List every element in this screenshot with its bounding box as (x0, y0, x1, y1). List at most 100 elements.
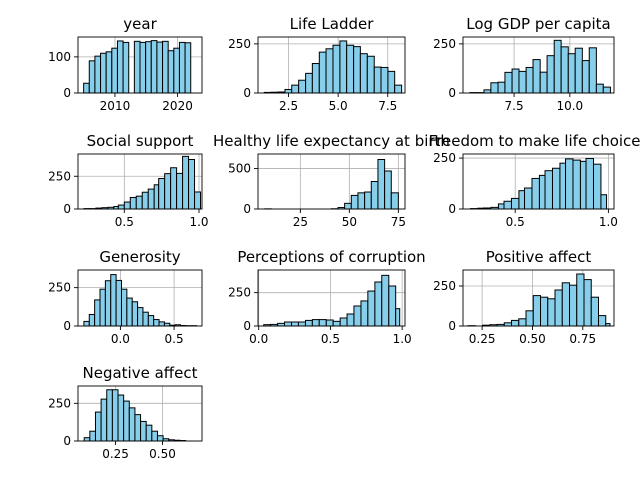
histogram-bar (178, 41, 186, 94)
histogram-bar (503, 200, 512, 210)
histogram-bar (153, 319, 160, 327)
histogram-bar (104, 280, 112, 327)
y-tick-label: 100 (48, 50, 71, 64)
x-tick-label: 7.5 (378, 99, 397, 113)
histogram-bar (532, 295, 542, 327)
histogram-bar (83, 437, 91, 442)
histogram-bar (525, 310, 534, 327)
histogram-bar (572, 159, 581, 210)
y-tick-label: 250 (48, 169, 71, 183)
axes-frame (257, 269, 406, 327)
histogram-bar (353, 46, 361, 94)
histogram-panel: 0.5 1.0 0 250 Social support (48, 132, 208, 229)
histogram-bar (359, 53, 368, 94)
histogram-bar (504, 71, 513, 94)
histogram-panel: 0.25 0.50 0 250 Negative affect (48, 364, 203, 461)
x-tick-label: 0.5 (506, 215, 525, 229)
histogram-bar (511, 319, 520, 327)
x-tick-label: 0.0 (249, 332, 268, 346)
histogram-bar (565, 158, 574, 210)
axes-frame (77, 36, 203, 94)
histogram-bar (184, 42, 192, 94)
histogram-bar (88, 60, 96, 94)
y-tick-label: 250 (433, 279, 456, 293)
y-tick-label: 250 (433, 151, 456, 165)
histogram-bar (559, 162, 567, 210)
histogram-bar (339, 40, 348, 94)
histogram-bar (551, 167, 561, 210)
y-tick-label: 0 (243, 86, 251, 100)
panel-title: year (123, 15, 157, 33)
histogram-bar (297, 321, 306, 327)
histogram-bar (162, 40, 169, 94)
histogram-bar (366, 55, 375, 94)
x-tick-label: 0.25 (102, 447, 129, 461)
histogram-bar (583, 279, 592, 327)
histogram-bar (167, 50, 175, 94)
histogram-bar (89, 430, 96, 442)
histogram-bar (291, 321, 299, 327)
histogram-bar (116, 40, 124, 94)
y-tick-label: 250 (433, 37, 456, 51)
histogram-bar (100, 52, 107, 94)
histogram-bar (547, 298, 556, 327)
histogram-bar (592, 163, 602, 210)
x-tick-label: 1.0 (189, 215, 208, 229)
histogram-bar (387, 70, 396, 94)
histogram-bar (106, 389, 113, 442)
histogram-bar (595, 83, 604, 94)
histogram-bar (128, 407, 136, 442)
histogram-bar (346, 44, 355, 94)
histogram-bar (374, 281, 383, 327)
histogram-bar (339, 317, 348, 327)
histogram-bar (182, 155, 190, 210)
axes-frame (257, 36, 406, 94)
histogram-bar (377, 159, 386, 210)
histogram-bar (373, 66, 382, 94)
histogram-bar (164, 173, 172, 210)
histogram-bar (158, 321, 165, 327)
x-tick-label: 0.5 (165, 332, 184, 346)
histogram-bar (126, 297, 133, 327)
histogram-panel: 7.5 10.0 0 250 Log GDP per capita (433, 15, 615, 113)
histogram-bar (141, 191, 149, 210)
histogram-bar (111, 389, 119, 442)
axes-frame (77, 269, 203, 327)
histogram-bar (511, 68, 520, 94)
y-tick-label: 0 (448, 86, 456, 100)
histogram-bar (83, 320, 90, 327)
histogram-bar (110, 274, 117, 327)
histogram-bar (367, 290, 376, 327)
histogram-bar (370, 181, 379, 210)
axes-frame (462, 36, 615, 94)
panel-title: Healthy life expectancy at birth (213, 132, 450, 150)
histogram-bar (137, 307, 144, 327)
histogram-bar (518, 70, 527, 94)
histogram-bar (561, 282, 571, 327)
y-tick-label: 500 (228, 162, 251, 176)
x-tick-label: 0.5 (321, 332, 340, 346)
histogram-bar (156, 435, 164, 442)
x-tick-label: 50 (342, 215, 357, 229)
axes-frame (462, 269, 615, 327)
histogram-bar (581, 60, 590, 94)
histogram-panel: 0.0 0.5 1.0 0 250 Perceptions of corruption (228, 248, 426, 346)
histogram-bar (538, 174, 546, 210)
histogram-bar (129, 196, 137, 210)
histogram-bar (284, 88, 293, 94)
histogram-bar (131, 301, 139, 327)
histogram-bar (490, 82, 499, 94)
axes-frame (257, 153, 406, 210)
y-tick-label: 0 (63, 319, 71, 333)
histogram-bar (83, 82, 90, 94)
histogram-bar (539, 71, 548, 94)
histogram-bar (88, 313, 96, 327)
histogram-bar (140, 420, 147, 442)
histogram-bar (133, 40, 141, 94)
x-tick-label: 25 (293, 215, 308, 229)
histogram-bar (139, 41, 147, 94)
histogram-bar (194, 191, 202, 210)
histogram-panel: 2.5 5.0 7.5 0 250 Life Ladder (228, 15, 406, 113)
histogram-bar (585, 157, 594, 210)
